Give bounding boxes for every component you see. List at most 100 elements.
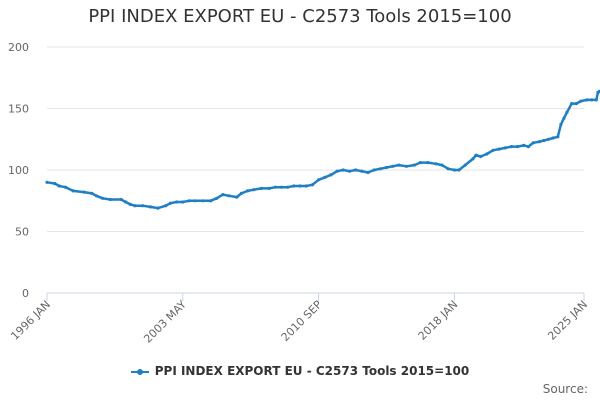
data-point[interactable] bbox=[479, 154, 483, 159]
data-point[interactable] bbox=[201, 199, 205, 203]
data-point[interactable] bbox=[556, 135, 560, 139]
data-point[interactable] bbox=[82, 190, 86, 194]
legend[interactable]: PPI INDEX EXPORT EU - C2573 Tools 2015=1… bbox=[0, 364, 600, 378]
data-point[interactable] bbox=[463, 163, 467, 167]
data-point[interactable] bbox=[565, 110, 569, 114]
data-point[interactable] bbox=[168, 201, 172, 205]
data-point[interactable] bbox=[259, 186, 264, 190]
data-point[interactable] bbox=[101, 196, 105, 200]
data-point[interactable] bbox=[537, 140, 541, 144]
data-point[interactable] bbox=[267, 186, 271, 190]
data-point[interactable] bbox=[181, 200, 185, 204]
data-point[interactable] bbox=[457, 168, 461, 172]
data-point[interactable] bbox=[503, 146, 507, 150]
data-point[interactable] bbox=[372, 168, 376, 172]
data-point[interactable] bbox=[94, 194, 98, 198]
data-point[interactable] bbox=[193, 199, 197, 203]
data-point[interactable] bbox=[531, 141, 535, 145]
data-point[interactable] bbox=[53, 181, 57, 186]
data-point[interactable] bbox=[562, 116, 566, 120]
data-point[interactable] bbox=[221, 193, 225, 197]
data-point[interactable] bbox=[323, 175, 327, 179]
data-point[interactable] bbox=[404, 164, 409, 168]
data-point[interactable] bbox=[597, 89, 600, 93]
data-point[interactable] bbox=[239, 191, 243, 195]
y-tick-label: 150 bbox=[8, 103, 29, 116]
data-point[interactable] bbox=[559, 122, 563, 127]
data-point[interactable] bbox=[360, 169, 364, 173]
data-point[interactable] bbox=[246, 189, 250, 193]
data-point[interactable] bbox=[391, 164, 395, 168]
data-point[interactable] bbox=[156, 206, 160, 210]
data-point[interactable] bbox=[252, 188, 256, 192]
data-point[interactable] bbox=[474, 153, 478, 157]
data-point[interactable] bbox=[471, 157, 475, 161]
data-point[interactable] bbox=[71, 189, 75, 193]
data-point[interactable] bbox=[497, 147, 501, 151]
data-point[interactable] bbox=[341, 168, 345, 172]
data-point[interactable] bbox=[542, 138, 546, 143]
data-point[interactable] bbox=[90, 191, 94, 195]
data-point[interactable] bbox=[570, 102, 574, 106]
data-point[interactable] bbox=[329, 173, 333, 177]
data-point[interactable] bbox=[335, 169, 339, 173]
data-point[interactable] bbox=[141, 204, 145, 208]
data-point[interactable] bbox=[397, 163, 401, 167]
data-point[interactable] bbox=[215, 196, 219, 200]
data-point[interactable] bbox=[574, 102, 578, 106]
data-point[interactable] bbox=[412, 163, 416, 167]
data-point[interactable] bbox=[418, 161, 422, 165]
data-point[interactable] bbox=[594, 98, 598, 102]
data-point[interactable] bbox=[45, 180, 49, 184]
data-point[interactable] bbox=[426, 161, 430, 165]
data-point[interactable] bbox=[128, 202, 132, 206]
data-point[interactable] bbox=[227, 194, 231, 198]
data-point[interactable] bbox=[434, 162, 438, 166]
data-point[interactable] bbox=[57, 184, 61, 188]
data-point[interactable] bbox=[440, 163, 444, 167]
data-point[interactable] bbox=[516, 145, 520, 149]
data-point[interactable] bbox=[108, 197, 112, 202]
data-point[interactable] bbox=[280, 185, 284, 189]
data-point[interactable] bbox=[286, 185, 290, 189]
data-point[interactable] bbox=[63, 185, 68, 189]
source-credit[interactable]: Source: bbox=[542, 382, 588, 396]
data-point[interactable] bbox=[546, 137, 551, 141]
data-point[interactable] bbox=[384, 165, 389, 170]
data-point[interactable] bbox=[119, 197, 123, 202]
data-point[interactable] bbox=[446, 167, 450, 171]
x-tick-label: 2025 JAN bbox=[545, 298, 590, 343]
data-point[interactable] bbox=[579, 99, 583, 103]
data-point[interactable] bbox=[298, 184, 302, 188]
data-point[interactable] bbox=[378, 167, 382, 171]
data-point[interactable] bbox=[235, 195, 239, 199]
data-point[interactable] bbox=[347, 169, 351, 173]
data-point[interactable] bbox=[366, 170, 370, 175]
data-point[interactable] bbox=[485, 152, 489, 156]
data-point[interactable] bbox=[148, 205, 152, 209]
data-point[interactable] bbox=[509, 145, 514, 149]
data-point[interactable] bbox=[304, 184, 308, 188]
data-point[interactable] bbox=[124, 200, 128, 204]
data-point[interactable] bbox=[175, 200, 179, 204]
data-point[interactable] bbox=[209, 199, 213, 203]
data-point[interactable] bbox=[551, 136, 555, 140]
data-point[interactable] bbox=[310, 183, 314, 187]
data-point[interactable] bbox=[317, 178, 321, 182]
data-point[interactable] bbox=[354, 168, 358, 172]
data-point[interactable] bbox=[590, 98, 594, 102]
data-point[interactable] bbox=[164, 204, 168, 208]
data-point[interactable] bbox=[585, 98, 589, 102]
data-point[interactable] bbox=[187, 199, 191, 203]
data-point[interactable] bbox=[292, 184, 296, 188]
x-tick-label: 2010 SEP bbox=[279, 298, 325, 344]
data-point[interactable] bbox=[273, 185, 277, 189]
data-point[interactable] bbox=[452, 168, 456, 172]
data-point[interactable] bbox=[526, 145, 531, 149]
data-point[interactable] bbox=[491, 148, 495, 152]
chart-title: PPI INDEX EXPORT EU - C2573 Tools 2015=1… bbox=[88, 6, 512, 27]
data-point[interactable] bbox=[522, 143, 526, 147]
series-layer bbox=[45, 89, 600, 210]
data-point[interactable] bbox=[133, 204, 137, 208]
